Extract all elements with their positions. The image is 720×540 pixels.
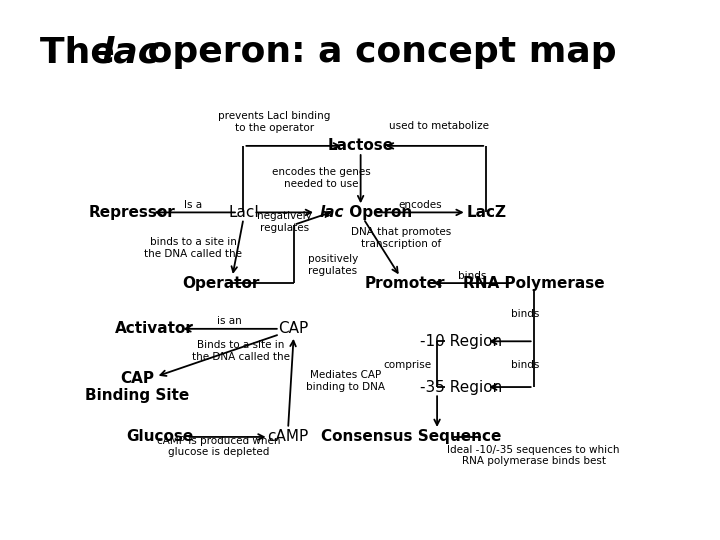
Text: Operator: Operator	[182, 275, 260, 291]
Text: Consensus Sequence: Consensus Sequence	[320, 429, 501, 444]
Text: Operon: Operon	[344, 205, 412, 220]
Text: Lactose: Lactose	[328, 138, 394, 153]
Text: is an: is an	[217, 315, 242, 326]
Text: binds to a site in
the DNA called the: binds to a site in the DNA called the	[144, 237, 242, 259]
Text: cAMP is produced when
glucose is depleted: cAMP is produced when glucose is deplete…	[156, 436, 280, 457]
Text: binds: binds	[458, 271, 487, 281]
Text: RNA Polymerase: RNA Polymerase	[463, 275, 604, 291]
Text: encodes the genes
needed to use: encodes the genes needed to use	[272, 167, 371, 188]
Text: binds: binds	[511, 309, 539, 319]
Text: cAMP: cAMP	[267, 429, 309, 444]
Text: lac: lac	[320, 205, 344, 220]
Text: LacZ: LacZ	[466, 205, 506, 220]
Text: positively
regulates: positively regulates	[307, 254, 358, 276]
Text: LacI: LacI	[228, 205, 259, 220]
Text: Promoter: Promoter	[365, 275, 446, 291]
Text: CAP: CAP	[279, 321, 309, 336]
Text: encodes: encodes	[398, 199, 441, 210]
Text: -35 Region: -35 Region	[420, 380, 502, 395]
Text: -10 Region: -10 Region	[420, 334, 502, 349]
Text: The: The	[40, 35, 127, 69]
Text: Mediates CAP
binding to DNA: Mediates CAP binding to DNA	[306, 370, 385, 392]
Text: operon: a concept map: operon: a concept map	[135, 35, 616, 69]
Text: Repressor: Repressor	[89, 205, 175, 220]
Text: Ideal -10/-35 sequences to which
RNA polymerase binds best: Ideal -10/-35 sequences to which RNA pol…	[447, 445, 620, 467]
Text: prevents LacI binding
to the operator: prevents LacI binding to the operator	[218, 111, 330, 133]
Text: Is a: Is a	[184, 199, 202, 210]
Text: used to metabolize: used to metabolize	[389, 122, 489, 131]
Text: negatively
regulates: negatively regulates	[257, 211, 312, 233]
Text: Glucose: Glucose	[126, 429, 194, 444]
Text: lac: lac	[102, 35, 161, 69]
Text: binds: binds	[511, 360, 539, 370]
Text: Activator: Activator	[114, 321, 194, 336]
Text: CAP
Binding Site: CAP Binding Site	[85, 371, 189, 403]
Text: comprise: comprise	[383, 360, 431, 370]
Text: Binds to a site in
the DNA called the: Binds to a site in the DNA called the	[192, 340, 289, 362]
Text: DNA that promotes
transcription of: DNA that promotes transcription of	[351, 227, 451, 249]
